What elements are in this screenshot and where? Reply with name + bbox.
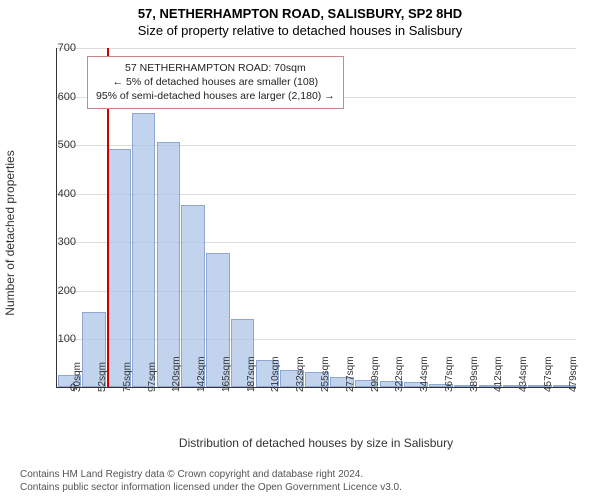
annotation-line-1: 57 NETHERHAMPTON ROAD: 70sqm	[96, 61, 335, 75]
histogram-bar	[107, 149, 131, 387]
x-tick-label: 344sqm	[419, 356, 430, 392]
y-tick-label: 300	[58, 236, 76, 248]
x-tick-label: 412sqm	[493, 356, 504, 392]
x-tick-label: 52sqm	[97, 362, 108, 392]
x-tick-label: 255sqm	[320, 356, 331, 392]
annotation-box: 57 NETHERHAMPTON ROAD: 70sqm ← 5% of det…	[87, 56, 344, 109]
y-tick-label: 700	[58, 42, 76, 54]
footer-line-1: Contains HM Land Registry data © Crown c…	[20, 468, 402, 481]
x-tick-label: 142sqm	[196, 356, 207, 392]
x-tick-label: 277sqm	[345, 356, 356, 392]
x-axis-label: Distribution of detached houses by size …	[56, 436, 576, 450]
x-tick-label: 389sqm	[469, 356, 480, 392]
x-tick-label: 322sqm	[394, 356, 405, 392]
x-tick-label: 367sqm	[444, 356, 455, 392]
footer-line-2: Contains public sector information licen…	[20, 481, 402, 494]
x-tick-label: 120sqm	[171, 356, 182, 392]
y-axis-label: Number of detached properties	[3, 150, 17, 315]
x-tick-label: 434sqm	[518, 356, 529, 392]
histogram-chart: Number of detached properties 57 NETHERH…	[56, 48, 576, 418]
histogram-bar	[132, 113, 156, 387]
y-tick-label: 0	[70, 382, 76, 394]
page-subtitle: Size of property relative to detached ho…	[0, 21, 600, 38]
annotation-line-3: 95% of semi-detached houses are larger (…	[96, 89, 335, 103]
x-tick-label: 97sqm	[147, 362, 158, 392]
x-tick-label: 457sqm	[543, 356, 554, 392]
y-tick-label: 100	[58, 333, 76, 345]
x-tick-label: 75sqm	[122, 362, 133, 392]
x-tick-label: 210sqm	[270, 356, 281, 392]
x-tick-label: 232sqm	[295, 356, 306, 392]
gridline	[57, 48, 576, 49]
annotation-line-2: ← 5% of detached houses are smaller (108…	[96, 75, 335, 89]
x-tick-label: 187sqm	[246, 356, 257, 392]
plot-area: 57 NETHERHAMPTON ROAD: 70sqm ← 5% of det…	[56, 48, 576, 388]
histogram-bar	[157, 142, 181, 387]
x-tick-label: 479sqm	[568, 356, 579, 392]
footer-attribution: Contains HM Land Registry data © Crown c…	[20, 468, 402, 494]
y-tick-label: 600	[58, 91, 76, 103]
x-tick-label: 165sqm	[221, 356, 232, 392]
y-tick-label: 500	[58, 139, 76, 151]
x-tick-label: 299sqm	[370, 356, 381, 392]
y-tick-label: 400	[58, 188, 76, 200]
page-title: 57, NETHERHAMPTON ROAD, SALISBURY, SP2 8…	[0, 0, 600, 21]
y-tick-label: 200	[58, 285, 76, 297]
